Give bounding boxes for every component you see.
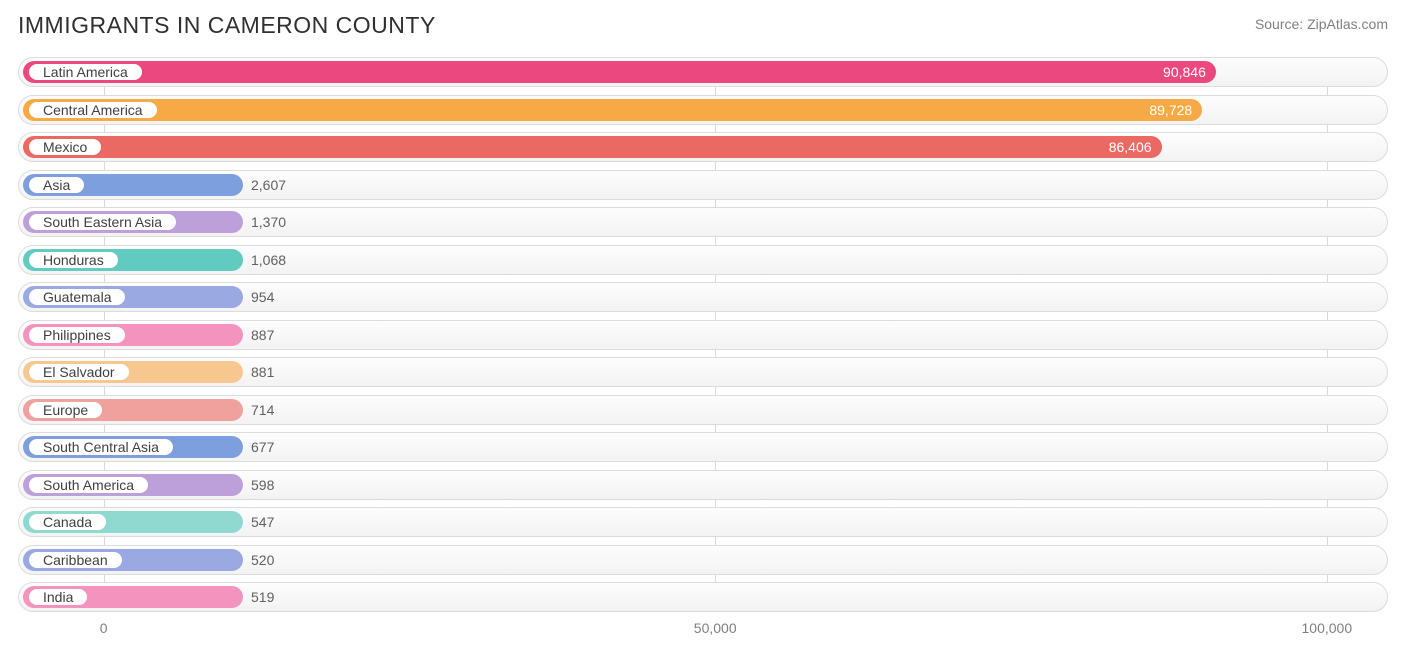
- bar-value-label: 1,370: [251, 214, 286, 230]
- bar-category-badge: South America: [27, 475, 150, 495]
- bar-value-label: 677: [251, 439, 274, 455]
- bar-row: 89,728 Central America: [18, 95, 1388, 125]
- bar-category-badge: South Central Asia: [27, 437, 175, 457]
- bar-value-label: 954: [251, 289, 274, 305]
- chart-area: 90,846 Latin America 89,728 Central America…: [18, 57, 1388, 642]
- bar-value-label: 1,068: [251, 252, 286, 268]
- x-axis-label: 0: [100, 620, 108, 636]
- x-axis: 0 50,000 100,000: [18, 618, 1388, 642]
- bar-row: 547 Canada: [18, 507, 1388, 537]
- bar-category-badge: Canada: [27, 512, 108, 532]
- x-axis-label: 50,000: [694, 620, 737, 636]
- bar-fill: 90,846: [23, 61, 1216, 83]
- chart-source: Source: ZipAtlas.com: [1255, 12, 1388, 32]
- bar-value-label: 2,607: [251, 177, 286, 193]
- bar-row: 1,068 Honduras: [18, 245, 1388, 275]
- bar-category-badge: Asia: [27, 175, 86, 195]
- bar-value-label: 547: [251, 514, 274, 530]
- x-axis-label: 100,000: [1302, 620, 1353, 636]
- bar-row: 90,846 Latin America: [18, 57, 1388, 87]
- bar-category-badge: El Salvador: [27, 362, 131, 382]
- bar-value-label: 887: [251, 327, 274, 343]
- bar-category-badge: Caribbean: [27, 550, 124, 570]
- bar-category-badge: Philippines: [27, 325, 127, 345]
- bar-category-badge: Europe: [27, 400, 104, 420]
- bar-fill: 86,406: [23, 136, 1162, 158]
- bar-value-label: 90,846: [1163, 64, 1206, 80]
- bar-value-label: 598: [251, 477, 274, 493]
- chart-header: IMMIGRANTS IN CAMERON COUNTY Source: Zip…: [18, 12, 1388, 39]
- bar-value-label: 519: [251, 589, 274, 605]
- bar-category-badge: Mexico: [27, 137, 103, 157]
- bar-row: 714 Europe: [18, 395, 1388, 425]
- bar-category-badge: Latin America: [27, 62, 144, 82]
- bar-rows: 90,846 Latin America 89,728 Central America…: [18, 57, 1388, 612]
- bar-category-badge: Central America: [27, 100, 159, 120]
- bar-row: 887 Philippines: [18, 320, 1388, 350]
- bar-row: 954 Guatemala: [18, 282, 1388, 312]
- bar-row: 598 South America: [18, 470, 1388, 500]
- bar-value-label: 881: [251, 364, 274, 380]
- bar-value-label: 714: [251, 402, 274, 418]
- bar-row: 86,406 Mexico: [18, 132, 1388, 162]
- bar-category-badge: Honduras: [27, 250, 120, 270]
- bar-row: 519 India: [18, 582, 1388, 612]
- bar-fill: 89,728: [23, 99, 1202, 121]
- bar-category-badge: Guatemala: [27, 287, 127, 307]
- bar-value-label: 86,406: [1109, 139, 1152, 155]
- bar-row: 520 Caribbean: [18, 545, 1388, 575]
- chart-title: IMMIGRANTS IN CAMERON COUNTY: [18, 12, 436, 39]
- bar-row: 881 El Salvador: [18, 357, 1388, 387]
- bar-category-badge: India: [27, 587, 89, 607]
- bar-row: 677 South Central Asia: [18, 432, 1388, 462]
- bar-value-label: 89,728: [1149, 102, 1192, 118]
- bar-value-label: 520: [251, 552, 274, 568]
- bar-row: 2,607 Asia: [18, 170, 1388, 200]
- bar-category-badge: South Eastern Asia: [27, 212, 178, 232]
- bar-row: 1,370 South Eastern Asia: [18, 207, 1388, 237]
